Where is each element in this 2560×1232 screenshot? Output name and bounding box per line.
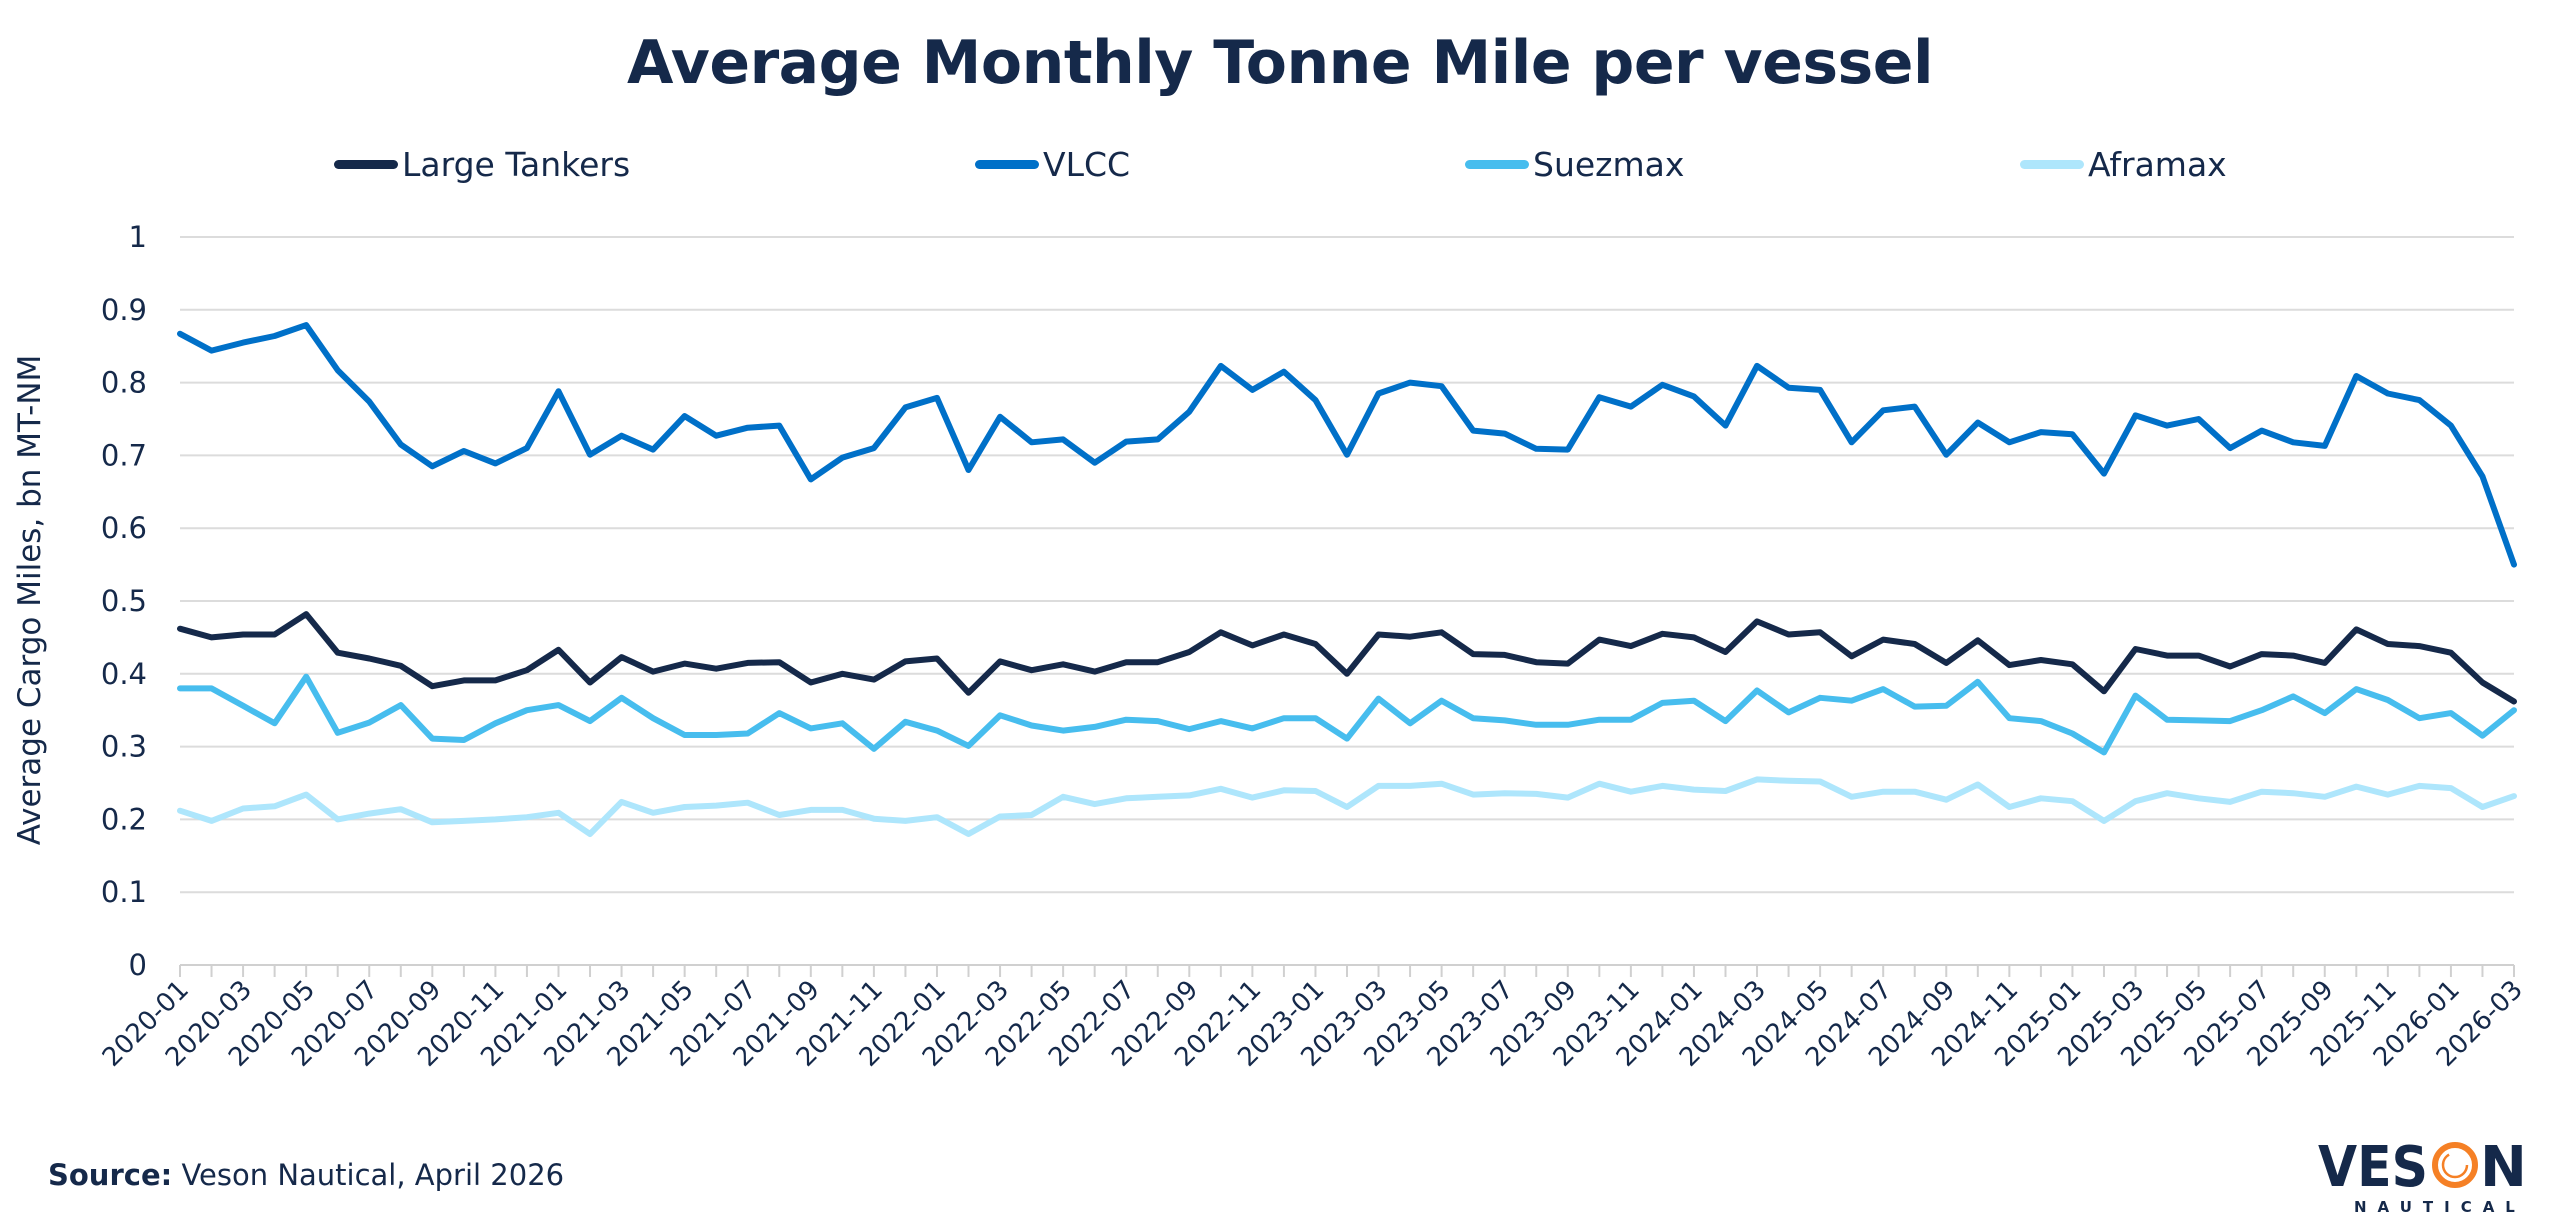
- legend-swatch: [975, 159, 1039, 169]
- legend-swatch: [1465, 159, 1529, 169]
- y-tick-label: 0.4: [101, 657, 147, 691]
- legend-label: Suezmax: [1533, 144, 1685, 184]
- gridlines: [180, 236, 2514, 966]
- legend-item-suezmax: Suezmax: [1465, 144, 1684, 184]
- y-tick-label: 0.6: [101, 511, 147, 545]
- y-tick-label: 0.8: [101, 366, 147, 400]
- series-line-aframax: [177, 776, 2517, 837]
- y-tick-label: 0.3: [101, 730, 147, 764]
- svg-text:N: N: [2480, 1138, 2527, 1200]
- legend-item-vlcc: VLCC: [975, 144, 1130, 184]
- x-axis: 2020-012020-032020-052020-072020-092020-…: [97, 964, 2529, 1073]
- y-tick-label: 0.1: [101, 875, 147, 909]
- svg-text:NAUTICAL: NAUTICAL: [2354, 1198, 2526, 1216]
- y-tick-label: 1: [129, 220, 147, 254]
- legend-label: Large Tankers: [402, 144, 631, 184]
- y-tick-label: 0.7: [101, 438, 147, 472]
- series-line-large-tankers: [177, 611, 2517, 705]
- source-label: Source:: [48, 1158, 173, 1192]
- y-tick-label: 0.5: [101, 584, 147, 618]
- legend-swatch: [334, 159, 398, 169]
- chart-title: Average Monthly Tonne Mile per vessel: [626, 28, 1934, 98]
- legend-label: Aframax: [2088, 144, 2227, 184]
- veson-nautical-logo: VES N NAUTICAL: [2318, 1138, 2527, 1216]
- source-text: Veson Nautical, April 2026: [181, 1158, 565, 1192]
- y-tick-label: 0.9: [101, 293, 147, 327]
- y-tick-label: 0: [129, 948, 147, 982]
- logo-swirl-icon: [2432, 1142, 2478, 1188]
- legend-item-aframax: Aframax: [2020, 144, 2227, 184]
- source-note: Source: Veson Nautical, April 2026: [48, 1158, 564, 1192]
- y-tick-label: 0.2: [101, 802, 147, 836]
- y-axis-ticks: 0 0.1 0.2 0.3 0.4 0.5 0.6 0.7 0.8 0.9 1: [101, 220, 147, 982]
- legend-swatch: [2020, 159, 2084, 169]
- series-lines: [177, 322, 2517, 837]
- series-line-suezmax: [177, 673, 2517, 756]
- series-line-vlcc: [177, 322, 2517, 568]
- legend-item-large-tankers: Large Tankers: [334, 144, 630, 184]
- legend-label: VLCC: [1043, 144, 1131, 184]
- y-axis-title: Average Cargo Miles, bn MT-NM: [12, 355, 48, 846]
- svg-text:VES: VES: [2318, 1138, 2428, 1200]
